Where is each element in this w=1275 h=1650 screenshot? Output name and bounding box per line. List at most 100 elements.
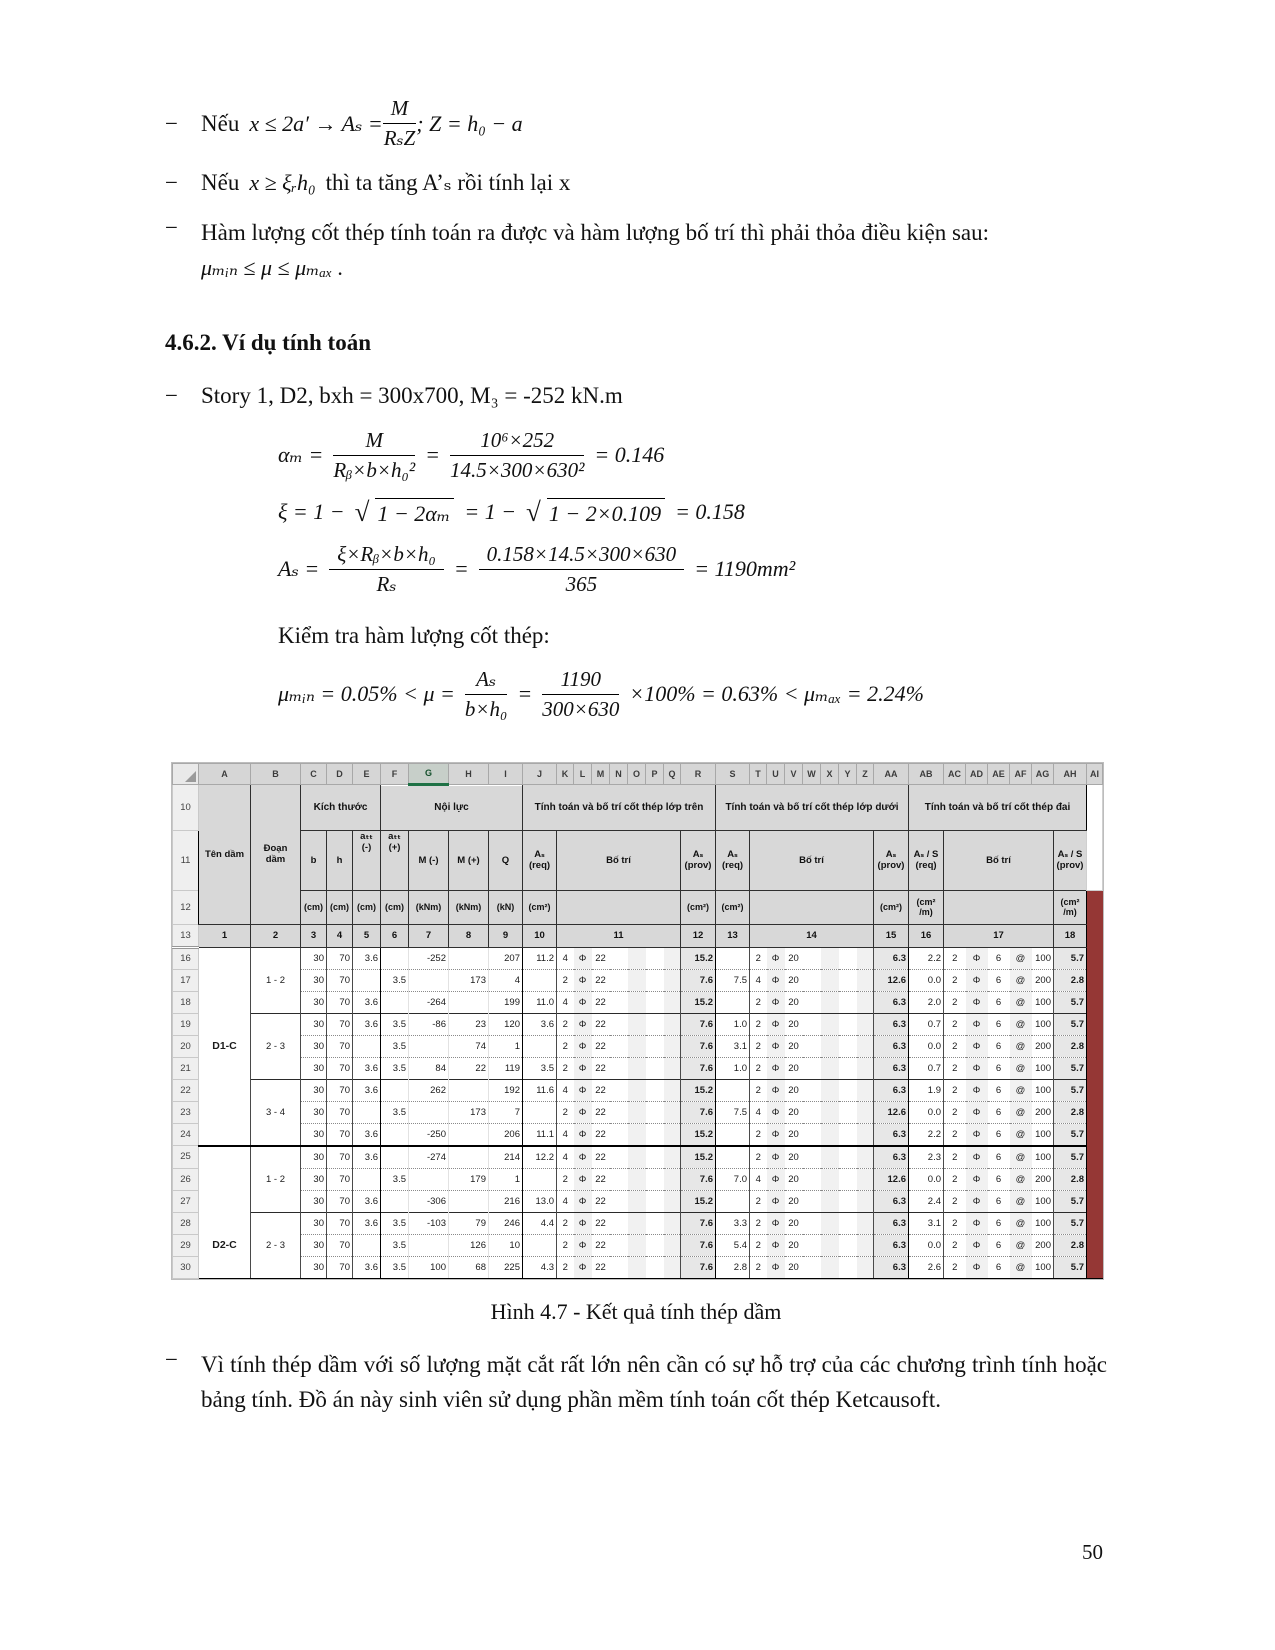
cell-h[interactable]: 70 xyxy=(326,1255,353,1279)
cell-bar-count-bot[interactable]: 4 xyxy=(749,1100,767,1124)
cell-stirrup-spacing[interactable]: 100 xyxy=(1031,1122,1054,1146)
cell-as-prov-bot[interactable]: 6.3 xyxy=(873,1056,909,1080)
cell-as-req-top[interactable]: 11.1 xyxy=(522,1122,557,1146)
cell-stirrup-dia[interactable]: 6 xyxy=(987,1144,1010,1169)
cell-att-minus[interactable]: 3.6 xyxy=(352,1056,381,1080)
cell-q[interactable]: 1 xyxy=(488,1034,523,1058)
col-letter[interactable]: AI xyxy=(1086,762,1103,785)
row-number[interactable]: 29 xyxy=(172,1233,199,1257)
cell-as-prov-top[interactable]: 15.2 xyxy=(680,1078,716,1102)
col-letter[interactable]: C xyxy=(300,762,327,785)
cell-stirrup-dia[interactable]: 6 xyxy=(987,1012,1010,1036)
phi-symbol[interactable]: Φ xyxy=(965,1078,988,1102)
cell-segment[interactable]: 2 - 3 xyxy=(250,1234,301,1257)
cell-bar-count-bot[interactable]: 2 xyxy=(749,990,767,1014)
cell-h[interactable]: 70 xyxy=(326,968,353,992)
at-symbol[interactable]: @ xyxy=(1009,1233,1032,1257)
cell-bar-dia-top[interactable]: 22 xyxy=(591,1255,610,1279)
cell-att-minus[interactable]: 3.6 xyxy=(352,1078,381,1102)
cell-bar-count-bot[interactable]: 2 xyxy=(749,1189,767,1213)
phi-symbol[interactable]: Φ xyxy=(965,1034,988,1058)
cell-stirrup-legs[interactable]: 2 xyxy=(943,1144,966,1169)
cell-h[interactable]: 70 xyxy=(326,1034,353,1058)
cell-att-plus[interactable] xyxy=(380,1144,409,1169)
cell-as-req-bot[interactable] xyxy=(715,1189,750,1213)
cell-b[interactable]: 30 xyxy=(300,1211,327,1235)
cell-q[interactable]: 120 xyxy=(488,1012,523,1036)
cell-att-minus[interactable] xyxy=(352,1233,381,1257)
cell-ass-prov[interactable]: 5.7 xyxy=(1053,990,1087,1014)
col-letter[interactable]: Q xyxy=(663,762,681,785)
phi-symbol[interactable]: Φ xyxy=(965,1189,988,1213)
cell-segment[interactable] xyxy=(250,1123,301,1146)
col-letter[interactable]: I xyxy=(488,762,523,785)
cell-bar-dia-bot[interactable]: 20 xyxy=(784,1167,803,1191)
cell-stirrup-legs[interactable]: 2 xyxy=(943,1034,966,1058)
cell-att-minus[interactable]: 3.6 xyxy=(352,946,381,970)
cell-stirrup-spacing[interactable]: 100 xyxy=(1031,1255,1054,1279)
cell-h[interactable]: 70 xyxy=(326,1100,353,1124)
phi-symbol[interactable]: Φ xyxy=(965,1122,988,1146)
cell-beam-name[interactable]: D1-C xyxy=(198,1035,251,1058)
row-number[interactable]: 26 xyxy=(172,1167,199,1191)
cell-stirrup-spacing[interactable]: 100 xyxy=(1031,1211,1054,1235)
phi-symbol[interactable]: Φ xyxy=(573,1189,592,1213)
cell-b[interactable]: 30 xyxy=(300,1034,327,1058)
cell-as-prov-bot[interactable]: 6.3 xyxy=(873,1012,909,1036)
phi-symbol[interactable]: Φ xyxy=(965,1233,988,1257)
phi-symbol[interactable]: Φ xyxy=(965,968,988,992)
cell-beam-name[interactable] xyxy=(198,1144,251,1169)
row-number[interactable]: 28 xyxy=(172,1211,199,1235)
cell-bar-dia-top[interactable]: 22 xyxy=(591,990,610,1014)
cell-ass-req[interactable]: 0.0 xyxy=(908,1233,944,1257)
cell-m-plus[interactable] xyxy=(448,990,489,1014)
cell-q[interactable]: 225 xyxy=(488,1255,523,1279)
cell-bar-count-bot[interactable]: 2 xyxy=(749,1012,767,1036)
row-number[interactable]: 12 xyxy=(172,889,199,925)
cell-m-plus[interactable]: 126 xyxy=(448,1233,489,1257)
cell-m-minus[interactable]: -86 xyxy=(408,1012,449,1036)
cell-stirrup-spacing[interactable]: 100 xyxy=(1031,1144,1054,1169)
phi-symbol[interactable]: Φ xyxy=(766,1078,785,1102)
cell-ass-prov[interactable]: 5.7 xyxy=(1053,946,1087,970)
cell-m-minus[interactable] xyxy=(408,1034,449,1058)
cell-stirrup-dia[interactable]: 6 xyxy=(987,1255,1010,1279)
cell-as-prov-bot[interactable]: 6.3 xyxy=(873,1078,909,1102)
cell-ass-req[interactable]: 2.6 xyxy=(908,1255,944,1279)
cell-stirrup-dia[interactable]: 6 xyxy=(987,1034,1010,1058)
cell-segment[interactable] xyxy=(250,1256,301,1279)
cell-bar-count-top[interactable]: 2 xyxy=(556,1167,574,1191)
phi-symbol[interactable]: Φ xyxy=(766,1012,785,1036)
cell-as-prov-bot[interactable]: 12.6 xyxy=(873,1100,909,1124)
cell-stirrup-dia[interactable]: 6 xyxy=(987,1078,1010,1102)
cell-as-prov-bot[interactable]: 6.3 xyxy=(873,1189,909,1213)
cell-ass-prov[interactable]: 5.7 xyxy=(1053,1012,1087,1036)
row-number[interactable]: 22 xyxy=(172,1078,199,1102)
cell-b[interactable]: 30 xyxy=(300,968,327,992)
cell-as-prov-top[interactable]: 15.2 xyxy=(680,946,716,970)
cell-stirrup-spacing[interactable]: 200 xyxy=(1031,968,1054,992)
cell-as-req-top[interactable]: 12.2 xyxy=(522,1144,557,1169)
cell-as-prov-top[interactable]: 7.6 xyxy=(680,1056,716,1080)
cell-m-minus[interactable]: -103 xyxy=(408,1211,449,1235)
phi-symbol[interactable]: Φ xyxy=(965,1144,988,1169)
cell-m-plus[interactable]: 74 xyxy=(448,1034,489,1058)
cell-stirrup-legs[interactable]: 2 xyxy=(943,990,966,1014)
row-number[interactable]: 17 xyxy=(172,968,199,992)
cell-stirrup-legs[interactable]: 2 xyxy=(943,1012,966,1036)
cell-m-minus[interactable] xyxy=(408,1100,449,1124)
cell-bar-dia-bot[interactable]: 20 xyxy=(784,1056,803,1080)
at-symbol[interactable]: @ xyxy=(1009,968,1032,992)
cell-bar-dia-top[interactable]: 22 xyxy=(591,1167,610,1191)
cell-ass-req[interactable]: 2.2 xyxy=(908,946,944,970)
cell-q[interactable]: 207 xyxy=(488,946,523,970)
cell-stirrup-spacing[interactable]: 100 xyxy=(1031,1056,1054,1080)
cell-stirrup-spacing[interactable]: 100 xyxy=(1031,1012,1054,1036)
cell-bar-count-top[interactable]: 4 xyxy=(556,1122,574,1146)
cell-stirrup-spacing[interactable]: 200 xyxy=(1031,1167,1054,1191)
phi-symbol[interactable]: Φ xyxy=(573,1034,592,1058)
cell-bar-count-top[interactable]: 2 xyxy=(556,1034,574,1058)
cell-as-prov-top[interactable]: 7.6 xyxy=(680,1255,716,1279)
cell-as-req-top[interactable] xyxy=(522,1034,557,1058)
phi-symbol[interactable]: Φ xyxy=(965,1255,988,1279)
